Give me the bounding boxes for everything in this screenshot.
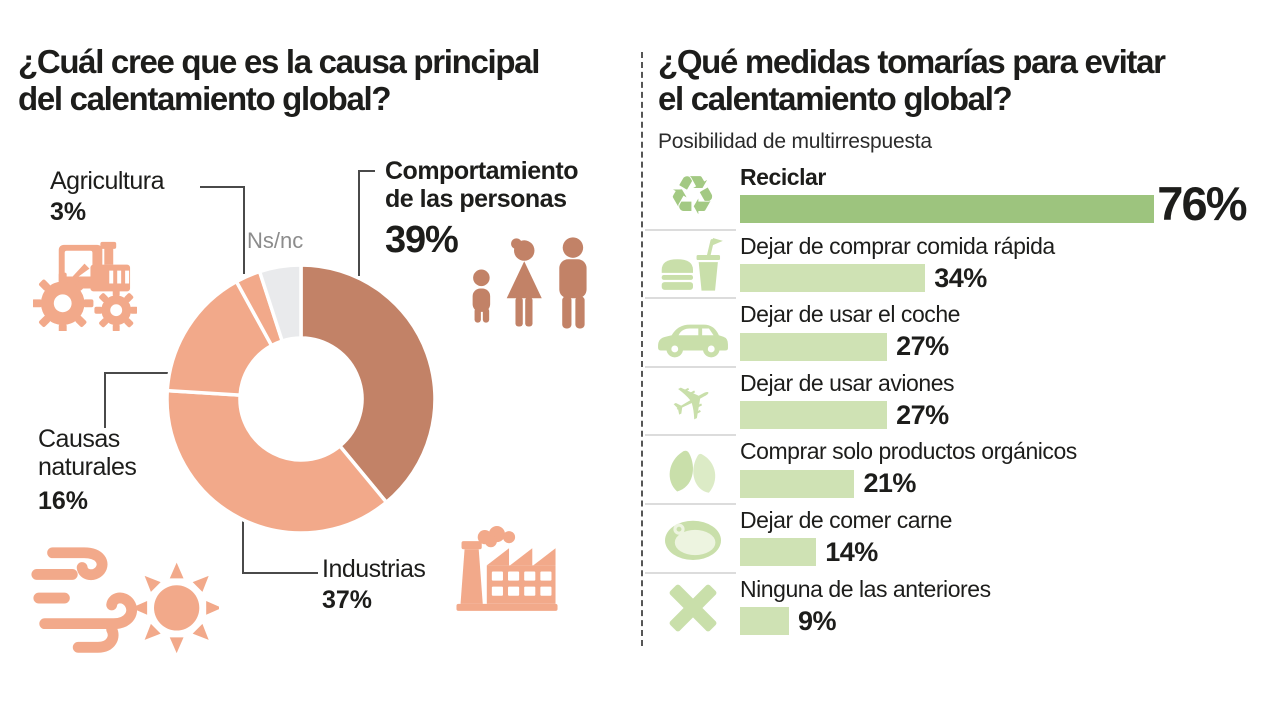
bar-label: Ninguna de las anteriores bbox=[740, 575, 991, 602]
callout-agricultura: Agricultura 3% bbox=[50, 167, 220, 227]
leader-industrias-v bbox=[242, 520, 244, 574]
bar-value-label: 34% bbox=[934, 262, 987, 293]
row-separator bbox=[645, 434, 736, 437]
bar-row-icon-cell: ♻ bbox=[645, 162, 740, 231]
bar-row-1: Dejar de comprar comida rápida 34% bbox=[645, 231, 1273, 300]
leader-agricultura-h bbox=[200, 186, 245, 188]
leaf-icon bbox=[669, 450, 715, 493]
bar-row-6: Ninguna de las anteriores 9% bbox=[645, 574, 1273, 643]
leader-causas-v bbox=[104, 372, 106, 428]
callout-agricultura-value: 3% bbox=[50, 197, 87, 226]
car-icon bbox=[657, 325, 728, 358]
bar-value-bar bbox=[740, 469, 855, 498]
bar-value-bar bbox=[740, 607, 790, 635]
bar-label: Dejar de comer carne bbox=[740, 506, 952, 533]
factory-icon bbox=[456, 526, 558, 611]
leader-industrias-h bbox=[242, 572, 318, 574]
callout-agricultura-label: Agricultura bbox=[50, 167, 165, 195]
bar-value-label: 27% bbox=[896, 399, 949, 430]
callout-comportamiento-value: 39% bbox=[385, 219, 459, 261]
left-question-title: ¿Cuál cree que es la causa principal del… bbox=[18, 43, 540, 117]
callout-industrias: Industrias 37% bbox=[322, 555, 482, 615]
row-separator bbox=[645, 228, 736, 231]
bar-row-icon-cell bbox=[645, 574, 740, 643]
bar-row-2: Dejar de usar el coche 27% bbox=[645, 299, 1273, 368]
bar-label: Comprar solo productos orgánicos bbox=[740, 438, 1077, 465]
bar-value-label: 27% bbox=[896, 331, 949, 362]
tractor-icon bbox=[33, 241, 137, 331]
recycle-icon: ♻ bbox=[668, 164, 717, 228]
panel-divider bbox=[641, 52, 643, 646]
bar-label: Reciclar bbox=[740, 164, 826, 190]
right-subtitle: Posibilidad de multirrespuesta bbox=[658, 130, 932, 153]
bar-row-icon-cell bbox=[645, 299, 740, 368]
fastfood-icon bbox=[661, 237, 723, 291]
callout-industrias-value: 37% bbox=[322, 585, 373, 614]
donut-segment-4 bbox=[257, 263, 303, 343]
leader-comportamiento-v bbox=[358, 170, 360, 276]
bar-row-icon-cell: ✈ bbox=[645, 366, 740, 438]
bar-value-bar bbox=[740, 264, 926, 293]
x-icon bbox=[669, 584, 716, 632]
bar-row-icon-cell bbox=[645, 231, 740, 300]
bar-row-3: ✈ Dejar de usar aviones 27% bbox=[645, 366, 1273, 438]
callout-causas-label: Causas naturales bbox=[38, 425, 137, 481]
leader-causas-h bbox=[104, 372, 168, 374]
bar-value-bar bbox=[740, 195, 1155, 224]
bar-value-bar bbox=[740, 401, 888, 430]
bar-value-bar bbox=[740, 538, 817, 567]
callout-causas-value: 16% bbox=[38, 487, 89, 515]
leader-comportamiento-h bbox=[358, 170, 375, 172]
bar-row-4: Comprar solo productos orgánicos 21% bbox=[645, 436, 1273, 505]
bar-value-bar bbox=[740, 332, 888, 361]
row-separator bbox=[645, 571, 736, 574]
bar-value-label: 76% bbox=[1157, 176, 1247, 230]
callout-nsnc: Ns/nc bbox=[247, 228, 304, 253]
callout-industrias-label: Industrias bbox=[322, 555, 426, 583]
bar-label: Dejar de usar el coche bbox=[740, 301, 961, 328]
bar-label: Dejar de comprar comida rápida bbox=[740, 232, 1055, 259]
family-icon bbox=[472, 237, 587, 329]
bar-value-label: 9% bbox=[798, 605, 836, 636]
donut-chart bbox=[165, 263, 437, 535]
donut-segment-1 bbox=[165, 388, 389, 535]
callout-comportamiento: Comportamiento de las personas 39% bbox=[385, 157, 605, 262]
right-question-title: ¿Qué medidas tomarías para evitar el cal… bbox=[658, 43, 1166, 117]
bar-chart: ♻ Reciclar 76% Dejar de comprar comida ráp… bbox=[645, 162, 1273, 642]
bar-row-icon-cell bbox=[645, 436, 740, 505]
meat-icon bbox=[664, 521, 721, 561]
callout-causas: Causas naturales 16% bbox=[38, 425, 160, 516]
callout-comportamiento-label: Comportamiento de las personas bbox=[385, 157, 579, 213]
bar-value-label: 14% bbox=[825, 536, 878, 567]
wind-sun-icon bbox=[31, 547, 219, 654]
bar-row-5: Dejar de comer carne 14% bbox=[645, 505, 1273, 574]
row-separator bbox=[645, 502, 736, 505]
bar-row-0: ♻ Reciclar 76% bbox=[645, 162, 1273, 231]
bar-value-label: 21% bbox=[863, 468, 916, 499]
row-separator bbox=[645, 365, 736, 368]
plane-icon: ✈ bbox=[660, 366, 725, 438]
leader-agricultura-v bbox=[243, 186, 245, 274]
donut-segment-0 bbox=[299, 263, 437, 504]
row-separator bbox=[645, 297, 736, 300]
bar-row-icon-cell bbox=[645, 505, 740, 574]
bar-label: Dejar de usar aviones bbox=[740, 369, 955, 396]
